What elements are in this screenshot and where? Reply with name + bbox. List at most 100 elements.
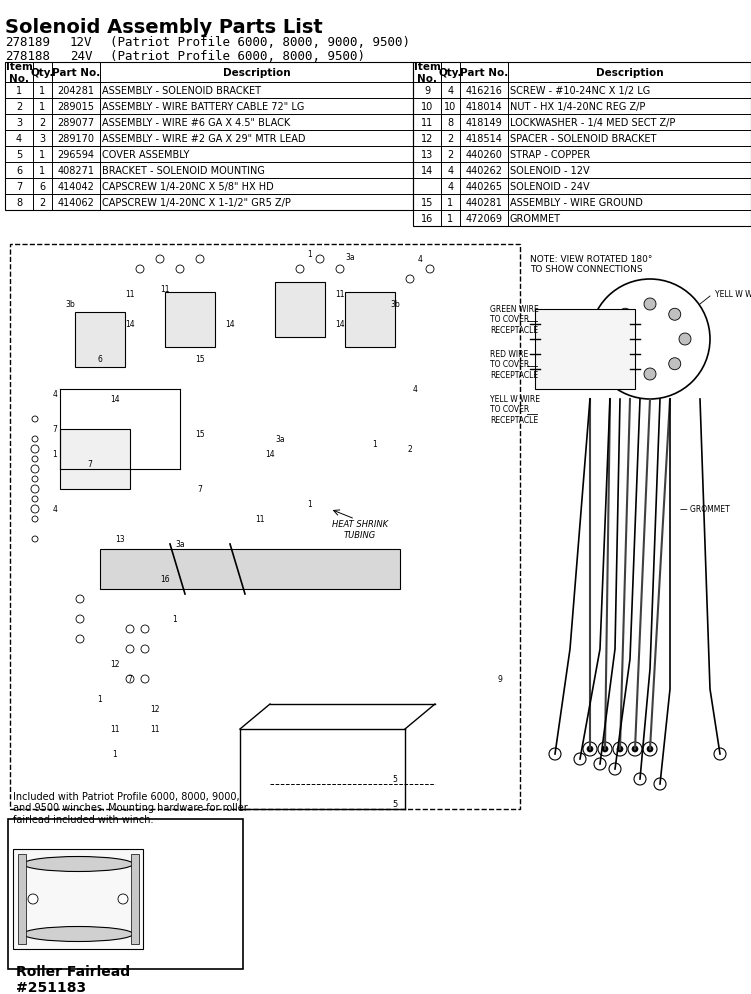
Text: 7: 7	[16, 182, 22, 192]
Text: 440262: 440262	[466, 166, 502, 176]
Text: 1: 1	[53, 450, 57, 459]
Text: ASSEMBLY - SOLENOID BRACKET: ASSEMBLY - SOLENOID BRACKET	[102, 85, 261, 95]
Text: 8: 8	[448, 118, 454, 128]
Text: 8: 8	[16, 198, 22, 208]
Ellipse shape	[23, 926, 133, 941]
Text: GREEN WIRE
TO COVER
RECEPTACLE: GREEN WIRE TO COVER RECEPTACLE	[490, 305, 538, 335]
Text: — GROMMET: — GROMMET	[680, 505, 730, 514]
Circle shape	[587, 746, 593, 752]
Bar	[345, 292, 395, 347]
Text: 414062: 414062	[58, 198, 95, 208]
Text: 14: 14	[110, 395, 120, 405]
Text: 1: 1	[173, 615, 177, 624]
Text: CAPSCREW 1/4-20NC X 5/8" HX HD: CAPSCREW 1/4-20NC X 5/8" HX HD	[102, 182, 274, 192]
Text: 2: 2	[448, 150, 454, 160]
Text: 3: 3	[16, 118, 22, 128]
Text: 440260: 440260	[466, 150, 502, 160]
Text: 12: 12	[110, 660, 119, 669]
Text: 12V: 12V	[70, 36, 92, 49]
Text: 16: 16	[421, 214, 433, 224]
Text: Item
No.: Item No.	[5, 63, 32, 83]
Text: 9: 9	[424, 85, 430, 95]
Ellipse shape	[23, 857, 133, 872]
Bar	[13, 849, 143, 949]
Text: 13: 13	[421, 150, 433, 160]
Text: 7: 7	[128, 675, 132, 684]
Circle shape	[647, 746, 653, 752]
Text: 5: 5	[393, 774, 397, 783]
Text: 1: 1	[308, 500, 312, 509]
Circle shape	[620, 309, 632, 321]
Text: 24V: 24V	[70, 50, 92, 63]
Text: 6: 6	[98, 355, 102, 364]
Circle shape	[28, 894, 38, 905]
Text: 2: 2	[39, 198, 46, 208]
Text: 11: 11	[335, 290, 345, 299]
Text: 2: 2	[408, 445, 412, 454]
Text: COVER ASSEMBLY: COVER ASSEMBLY	[102, 150, 189, 160]
Text: 13: 13	[115, 535, 125, 544]
Text: 14: 14	[265, 450, 275, 459]
Circle shape	[602, 746, 608, 752]
Text: 472069: 472069	[466, 214, 502, 224]
Text: CAPSCREW 1/4-20NC X 1-1/2" GR5 Z/P: CAPSCREW 1/4-20NC X 1-1/2" GR5 Z/P	[102, 198, 291, 208]
Text: 440265: 440265	[466, 182, 502, 192]
Text: 2: 2	[39, 118, 46, 128]
Text: ASSEMBLY - WIRE #2 GA X 29" MTR LEAD: ASSEMBLY - WIRE #2 GA X 29" MTR LEAD	[102, 134, 306, 144]
Bar	[413, 63, 751, 227]
Circle shape	[644, 369, 656, 381]
Text: 418514: 418514	[466, 134, 502, 144]
Bar	[60, 429, 130, 489]
Text: (Patriot Profile 6000, 8000, 9500): (Patriot Profile 6000, 8000, 9500)	[110, 50, 365, 63]
Text: 14: 14	[335, 320, 345, 329]
Text: (Patriot Profile 6000, 8000, 9000, 9500): (Patriot Profile 6000, 8000, 9000, 9500)	[110, 36, 410, 49]
Bar	[275, 282, 325, 337]
Bar	[75, 312, 125, 367]
Text: NOTE: VIEW ROTATED 180°
TO SHOW CONNECTIONS: NOTE: VIEW ROTATED 180° TO SHOW CONNECTI…	[530, 254, 653, 274]
Text: 10: 10	[445, 102, 457, 112]
Text: SOLENOID - 24V: SOLENOID - 24V	[510, 182, 590, 192]
Text: 5: 5	[16, 150, 22, 160]
Text: Description: Description	[596, 68, 663, 78]
Text: 10: 10	[421, 102, 433, 112]
Text: Part No.: Part No.	[52, 68, 100, 78]
Text: 2: 2	[448, 134, 454, 144]
Bar	[165, 292, 215, 347]
Text: Item
No.: Item No.	[414, 63, 440, 83]
Text: 16: 16	[160, 575, 170, 583]
Text: ASSEMBLY - WIRE GROUND: ASSEMBLY - WIRE GROUND	[510, 198, 643, 208]
Text: 414042: 414042	[58, 182, 95, 192]
Text: 15: 15	[195, 430, 205, 439]
Text: STRAP - COPPER: STRAP - COPPER	[510, 150, 590, 160]
Text: Description: Description	[223, 68, 291, 78]
Text: 289015: 289015	[58, 102, 95, 112]
Text: Qty.: Qty.	[439, 68, 463, 78]
Text: 418014: 418014	[466, 102, 502, 112]
Text: 4: 4	[412, 385, 418, 394]
Bar	[131, 854, 139, 944]
Text: 3b: 3b	[390, 300, 400, 309]
Text: HEAT SHRINK
TUBING: HEAT SHRINK TUBING	[332, 520, 388, 539]
Bar	[18, 854, 26, 944]
Text: 15: 15	[195, 355, 205, 364]
Text: Roller Fairlead
#251183: Roller Fairlead #251183	[16, 964, 130, 994]
Text: 278188: 278188	[5, 50, 50, 63]
Text: 278189: 278189	[5, 36, 50, 49]
Text: Part No.: Part No.	[460, 68, 508, 78]
Text: 418149: 418149	[466, 118, 502, 128]
Text: 6: 6	[40, 182, 46, 192]
Text: 7: 7	[88, 460, 92, 469]
Text: 11: 11	[150, 725, 160, 734]
Text: 4: 4	[448, 85, 454, 95]
Circle shape	[620, 359, 632, 371]
Text: 11: 11	[125, 290, 134, 299]
Text: 9: 9	[498, 675, 502, 684]
Text: 11: 11	[421, 118, 433, 128]
Circle shape	[118, 894, 128, 905]
Circle shape	[668, 309, 680, 321]
Text: 11: 11	[255, 515, 265, 524]
Circle shape	[632, 746, 638, 752]
Text: 11: 11	[110, 725, 119, 734]
Text: 1: 1	[448, 198, 454, 208]
Text: 12: 12	[150, 705, 160, 714]
